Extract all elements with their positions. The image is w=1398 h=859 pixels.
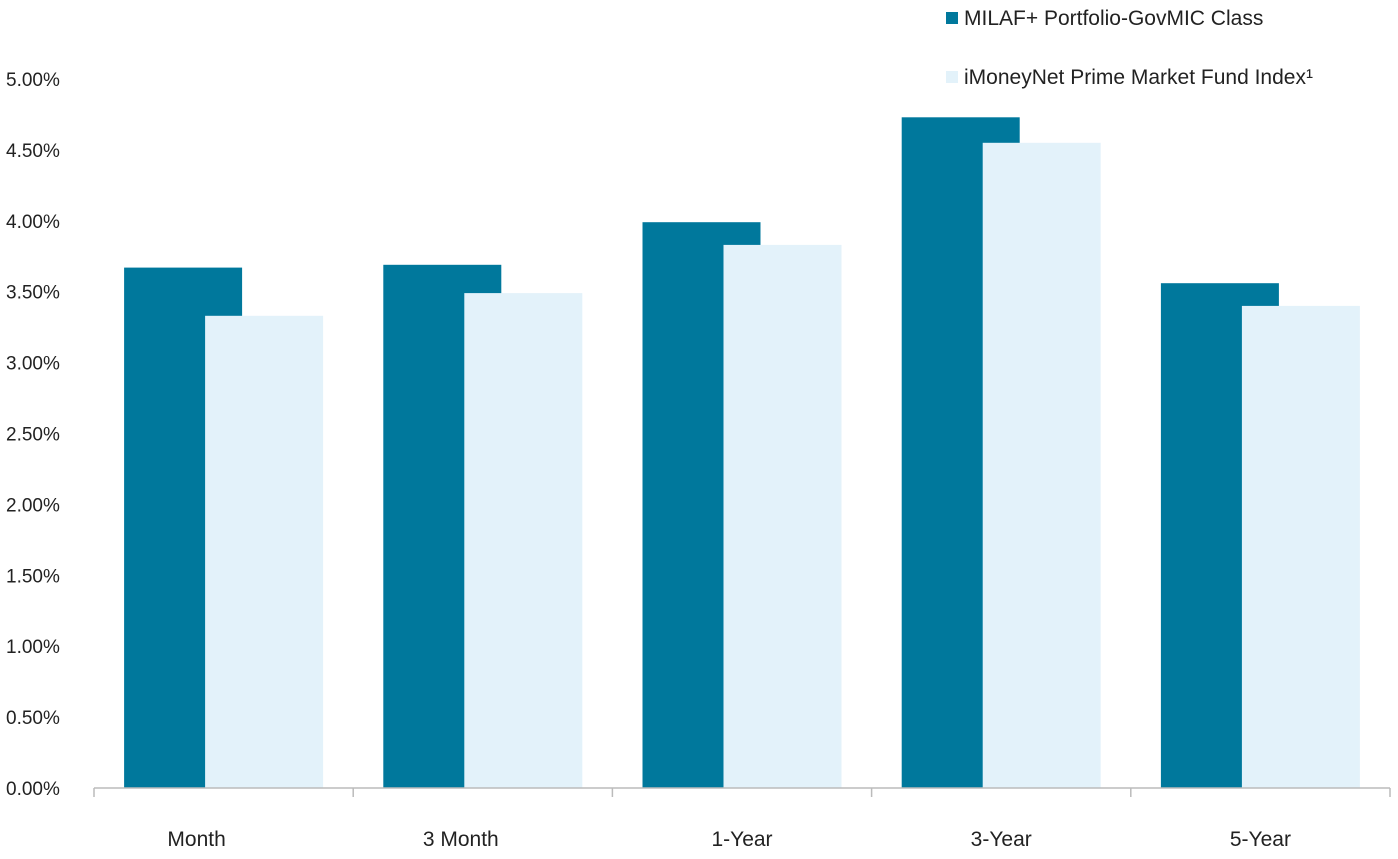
bar-imoneynet [982,142,1101,789]
bar-imoneynet [464,293,583,788]
y-tick-label: 3.00% [6,354,60,375]
y-tick-label: 4.50% [6,141,60,162]
bar-imoneynet [723,244,842,788]
x-category-label: Month [167,828,225,851]
x-category-label: 3-Year [971,828,1032,851]
legend: MILAF+ Portfolio-GovMIC Class iMoneyNet P… [946,7,1313,89]
y-axis-ticks: 0.00% 0.50% 1.00% 1.50% 2.00% 2.50% 3.00% 3.50%… [6,70,60,800]
y-tick-label: 2.00% [6,495,60,516]
legend-label: iMoneyNet Prime Market Fund Index¹ [964,66,1313,89]
bar-imoneynet [1241,305,1360,788]
y-tick-label: 0.00% [6,779,60,800]
x-category-label: 5-Year [1230,828,1291,851]
x-category-label: 3 Month [423,828,499,851]
bar-series [124,117,1360,789]
y-tick-label: 4.00% [6,212,60,233]
y-tick-label: 1.00% [6,637,60,658]
y-tick-label: 0.50% [6,708,60,729]
bar-imoneynet [205,315,324,788]
y-tick-label: 2.50% [6,425,60,446]
y-tick-label: 5.00% [6,70,60,91]
legend-swatch [946,12,958,24]
y-tick-label: 1.50% [6,566,60,587]
x-axis: Month 3 Month 1-Year 3-Year 5-Year [93,787,1391,851]
x-category-label: 1-Year [711,828,772,851]
legend-swatch [946,71,958,83]
y-tick-label: 3.50% [6,283,60,304]
legend-label: MILAF+ Portfolio-GovMIC Class [964,7,1263,30]
